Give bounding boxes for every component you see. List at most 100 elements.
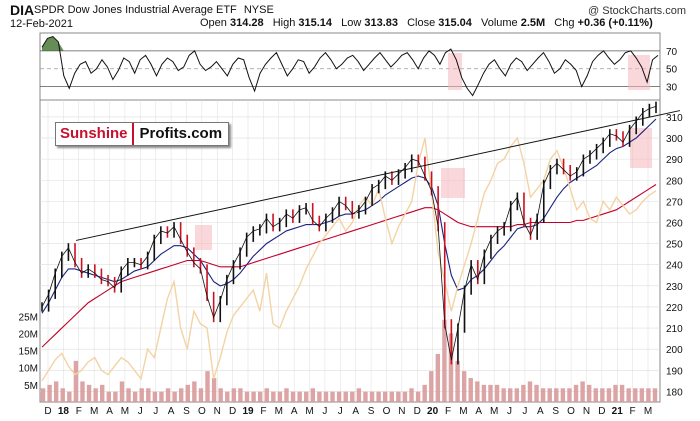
volume-bar [501,388,506,402]
x-tick-label: F [630,406,636,417]
volume-bar [468,378,473,402]
price-tick-label: 290 [666,155,683,166]
volume-tick-label: 10M [19,364,38,375]
close-label: Close [407,17,436,29]
quote-line: Open 314.28 High 315.14 Low 313.83 Close… [200,17,653,29]
volume-bar [178,388,184,402]
x-tick-label: A [291,406,298,417]
x-tick-label: A [537,406,544,417]
x-tick-label: F [76,406,82,417]
volume-bar [106,391,112,402]
chg-value: +0.36 (+0.11%) [577,17,653,29]
logo-part-1: Sunshine [60,125,128,142]
volume-bar [646,388,651,402]
volume-bar [165,388,171,402]
volume-bar [73,360,79,402]
x-tick-label: J [138,406,143,417]
volume-bar [475,381,480,402]
volume-tick-label: 20M [19,329,38,340]
symbol: DIA [10,2,35,18]
x-tick-label: F [260,406,266,417]
x-tick-label: A [106,406,113,417]
rsi-highlight [628,55,650,90]
x-tick-label: M [644,406,652,417]
price-tick-label: 210 [666,324,683,335]
x-tick-label: N [583,406,590,417]
open-label: Open [200,17,227,29]
volume-bar [619,384,625,402]
volume-bar [139,388,144,402]
x-tick-label: S [552,406,559,417]
rsi-panel-frame [39,32,661,101]
volume-bar [363,391,368,402]
volume-bar [435,354,441,402]
volume-bar [40,388,46,402]
volume-bar [172,391,177,402]
volume-bar [277,391,283,402]
volume-bar [639,388,645,402]
volume-bar [593,388,598,402]
volume-bar [297,391,302,402]
x-tick-label: J [153,406,158,417]
price-tick-label: 230 [666,282,683,293]
x-tick-label: S [183,406,190,417]
x-tick-label: A [352,406,359,417]
volume-bar [369,391,375,402]
x-tick-label: F [445,406,451,417]
volume-bar [317,391,322,402]
volume-bar [132,391,138,402]
volume-bar [652,388,658,402]
volume-bar [284,388,289,402]
price-tick-label: 190 [666,366,683,377]
volume-bar [461,371,467,402]
volume-bar [455,360,460,402]
resistance-trendline [75,110,681,241]
price-tick-label: 220 [666,303,683,314]
volume-bar [382,391,388,402]
open-value: 314.28 [229,17,264,29]
volume-bar [93,388,98,402]
rsi-line [41,36,659,97]
quote-date: 12-Feb-2021 [10,18,73,30]
volume-bar [238,388,243,402]
x-tick-label: A [168,406,175,417]
price-highlight [195,225,212,250]
volume-bar [323,391,329,402]
volume-bar [244,391,250,402]
volume-bar [514,388,520,402]
volume-tick-label: 25M [19,312,38,323]
high-value: 315.14 [298,17,333,29]
volume-bar [540,388,546,402]
volume-bar [231,388,237,402]
volume-bar [185,384,190,402]
x-tick-label: J [522,406,527,417]
volume-bar [251,391,256,402]
x-tick-label: D [414,406,421,417]
x-tick-label: M [490,406,498,417]
price-tick-label: 240 [666,261,683,272]
x-tick-label: M [121,406,129,417]
volume-bar [218,388,223,402]
volume-bar [159,391,164,402]
price-tick-label: 280 [666,176,683,187]
volume-bar [415,391,421,402]
volume-tick-label: 15M [19,347,38,358]
volume-bar [626,388,631,402]
exchange: NYSE [243,4,274,16]
volume-bar [113,391,118,402]
price-highlight [441,168,465,198]
volume-bar [508,388,513,402]
volume-bar [606,388,612,402]
volume-bar [481,384,487,402]
volume-bar [343,391,348,402]
volume-bar [257,391,263,402]
volume-bar [67,391,72,402]
x-tick-label: N [214,406,221,417]
price-tick-label: 250 [666,240,683,251]
volume-bar [304,391,309,402]
volume-bar [389,391,394,402]
volume-bar [126,388,131,402]
rsi-tick-label: 70 [666,47,678,58]
volume-bar [198,388,204,402]
